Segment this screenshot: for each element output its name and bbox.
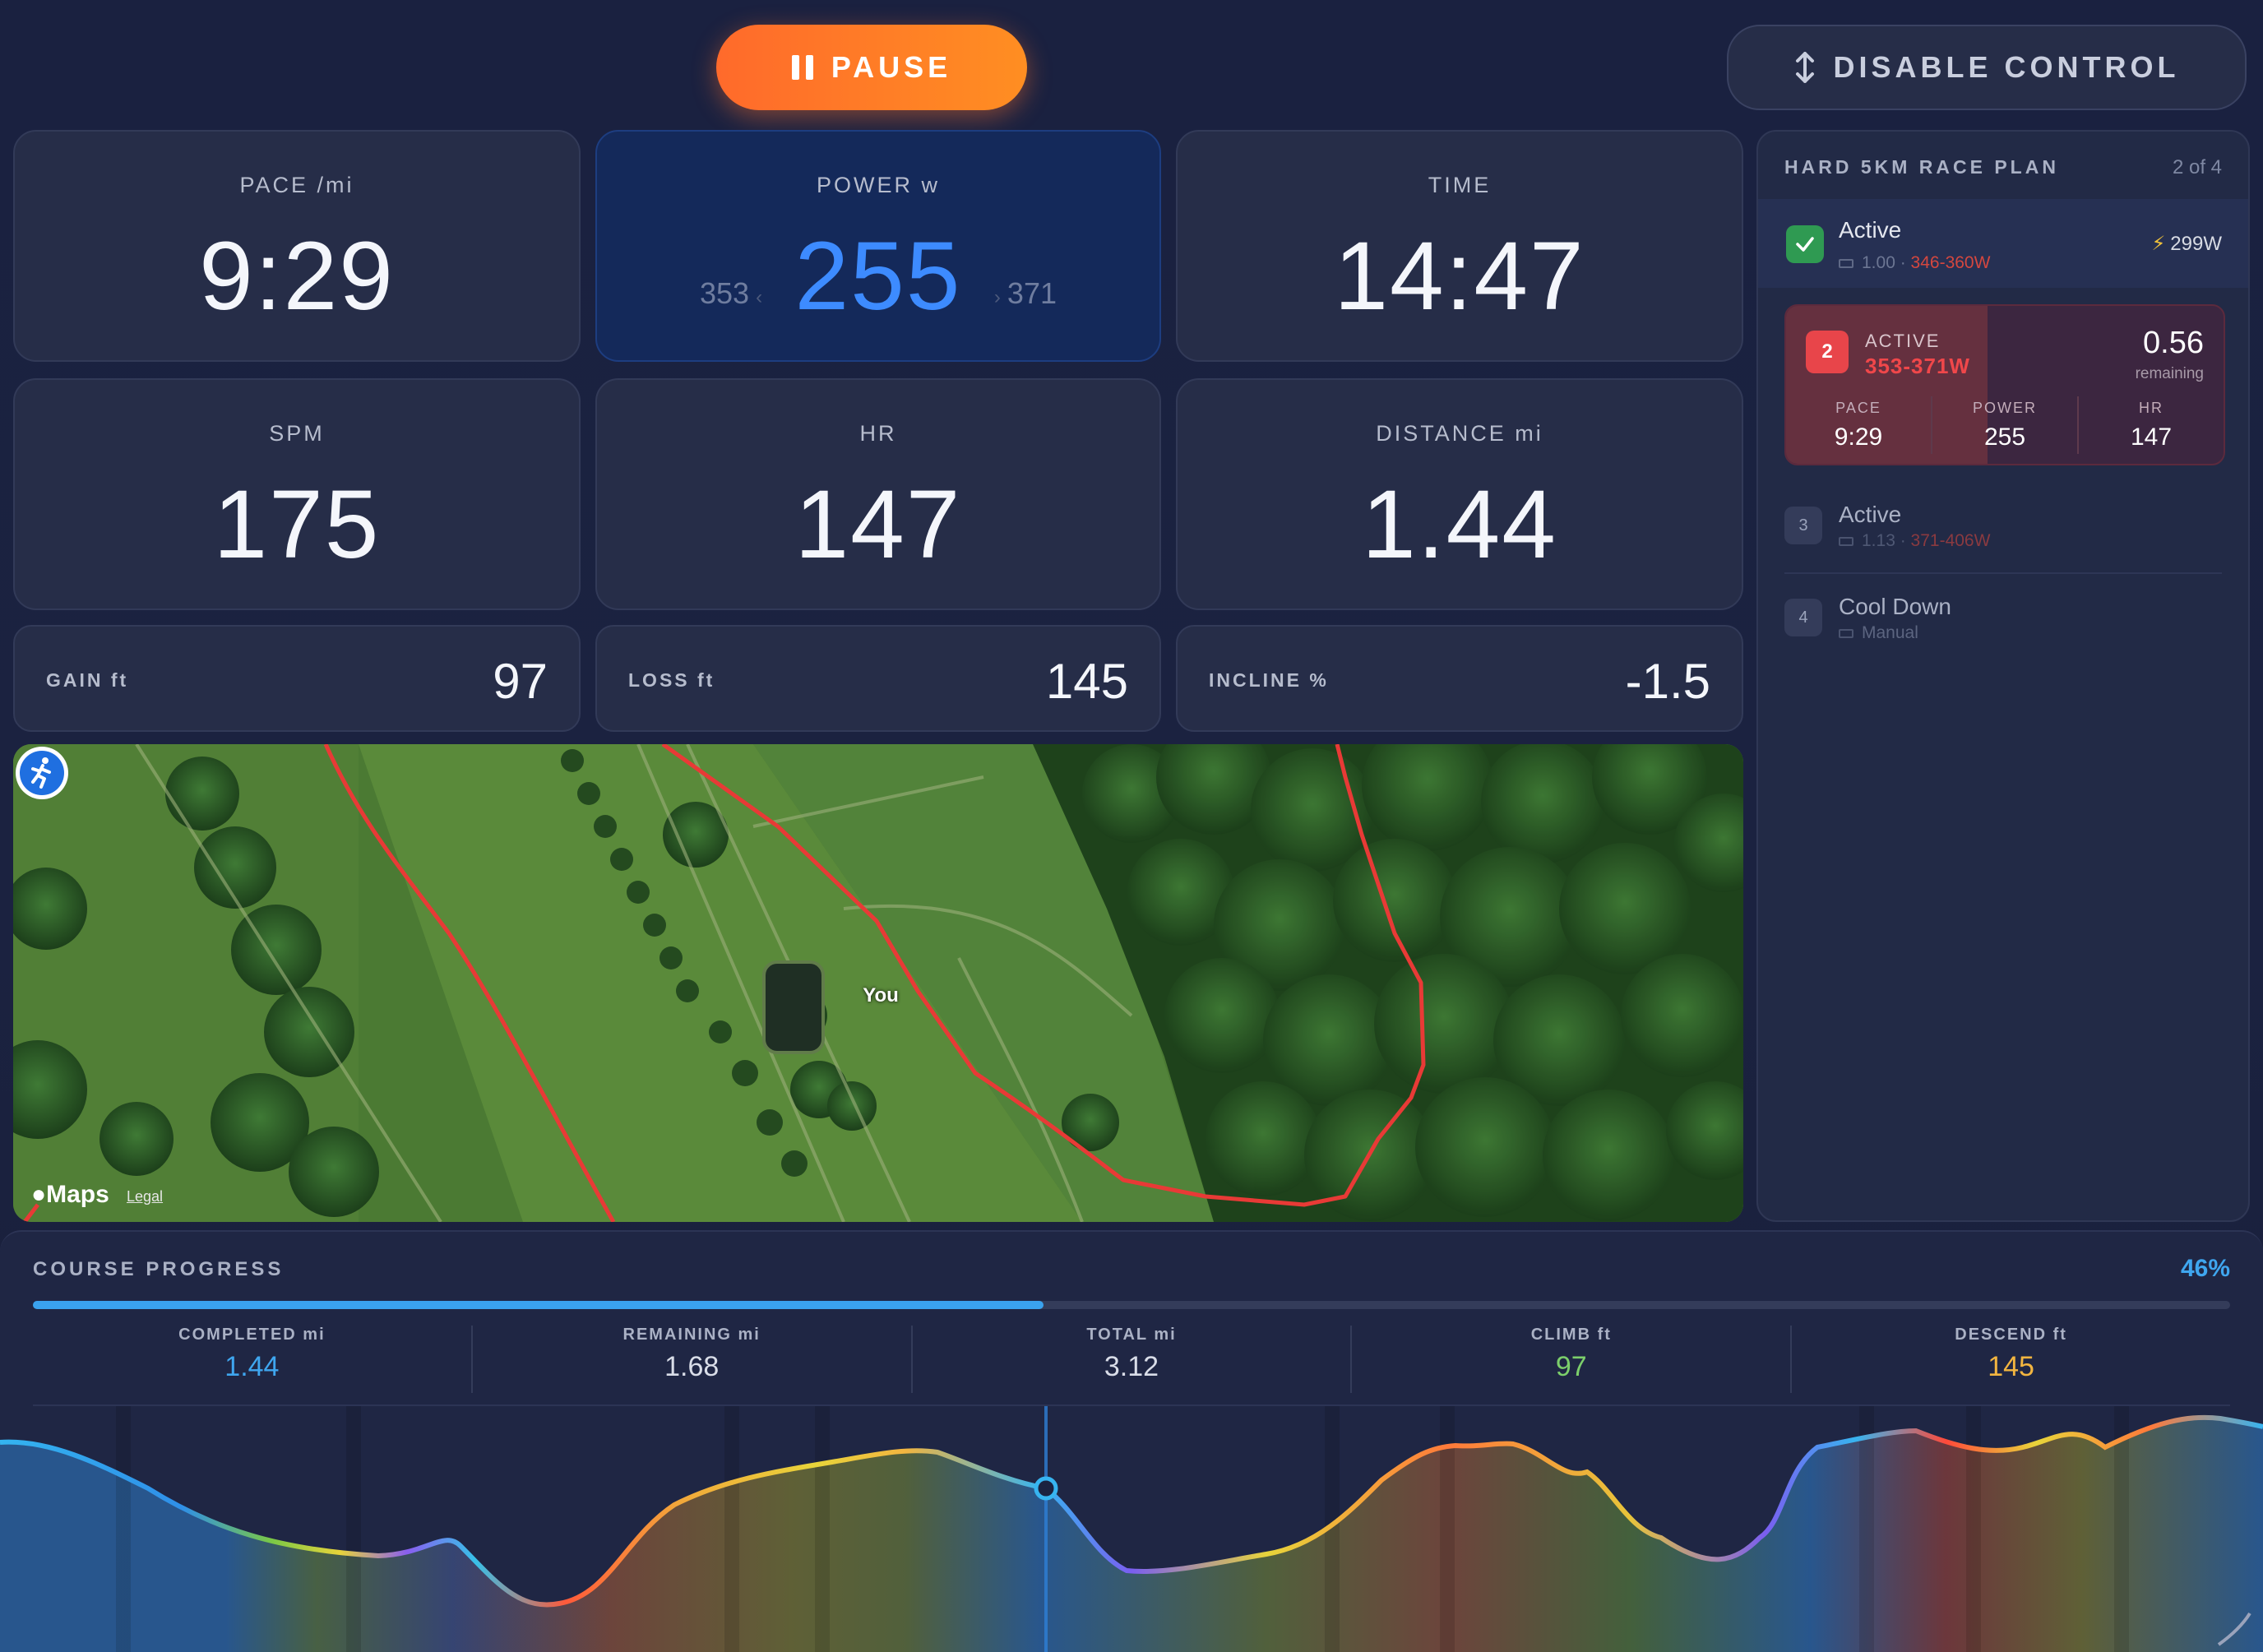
pause-icon (791, 55, 813, 80)
lightning-icon: ⚡ (2151, 233, 2166, 255)
step-4-name: Cool Down (1839, 594, 1951, 619)
power-value: 255 (794, 222, 962, 331)
check-icon (1786, 225, 1824, 263)
step-2-hr: HR 147 (2077, 396, 2224, 454)
step-2-remaining-value: 0.56 (2143, 326, 2204, 360)
course-stats: COMPLETED mi 1.44 REMAINING mi 1.68 TOTAL … (33, 1326, 2230, 1393)
course-progress-percent: 46% (2180, 1255, 2230, 1282)
current-position-marker (1034, 1476, 1058, 1501)
distance-card: DISTANCE mi 1.44 (1176, 378, 1743, 610)
distance-value: 1.44 (1362, 470, 1557, 579)
time-label: TIME (1428, 173, 1492, 197)
course-progress-panel: COURSE PROGRESS 46% COMPLETED mi 1.44 REM… (0, 1230, 2263, 1652)
incline-value: -1.5 (1625, 654, 1710, 709)
remaining-stat: REMAINING mi 1.68 (470, 1326, 911, 1393)
legal-link[interactable]: Legal (127, 1188, 164, 1205)
hr-card: HR 147 (595, 378, 1161, 610)
elevation-area (0, 1417, 2263, 1652)
resize-handle-icon (2217, 1612, 2251, 1646)
plan-step-2-active[interactable]: 2 ACTIVE 353-371W 0.56 remaining PACE 9:2… (1784, 304, 2225, 465)
elevation-line (0, 1414, 2263, 1608)
step-2-label: ACTIVE (1865, 331, 1941, 351)
power-card: POWER w 255 353 ‹ › 371 (595, 130, 1161, 362)
loss-card: LOSS ft 145 (595, 625, 1161, 732)
time-card: TIME 14:47 (1176, 130, 1743, 362)
maps-logo: ●Maps (31, 1181, 109, 1208)
course-progress-title: COURSE PROGRESS (33, 1258, 285, 1280)
total-stat: TOTAL mi 3.12 (910, 1326, 1351, 1393)
distance-label: DISTANCE mi (1376, 421, 1543, 446)
vertical-arrows-icon (1795, 52, 1814, 83)
manual-icon (1839, 628, 1853, 638)
distance-icon (1839, 258, 1853, 268)
loss-value: 145 (1045, 654, 1128, 709)
step-3-details: 1.13 · 371-406W (1839, 531, 1990, 551)
step-1-avg-power: ⚡ 299W (2151, 233, 2222, 255)
step-1-name: Active (1839, 217, 1902, 243)
pause-label: PAUSE (831, 50, 952, 84)
step-1-details: 1.00 · 346-360W (1839, 253, 1990, 273)
step-2-remaining-label: remaining (2135, 365, 2204, 382)
step-2-pace: PACE 9:29 (1834, 400, 1883, 451)
step-3-number: 3 (1784, 507, 1822, 544)
elevation-profile[interactable] (0, 1406, 2263, 1652)
disable-control-label: DISABLE CONTROL (1833, 50, 2180, 84)
distance-icon (1839, 536, 1853, 546)
step-2-range: 353-371W (1865, 354, 1970, 378)
course-progress-bar (33, 1301, 2230, 1309)
incline-label: INCLINE % (1209, 669, 1329, 691)
climb-stat: CLIMB ft 97 (1350, 1326, 1790, 1393)
descend-stat: DESCEND ft 145 (1790, 1326, 2230, 1393)
gain-card: GAIN ft 97 (13, 625, 581, 732)
step-2-stats: PACE 9:29 POWER 255 HR 147 (1786, 396, 2224, 454)
pace-value: 9:29 (199, 222, 395, 331)
gain-label: GAIN ft (46, 669, 129, 691)
step-2-power: POWER 255 (1931, 396, 2077, 454)
step-4-details: Manual (1839, 623, 1918, 643)
pace-label: PACE /mi (239, 173, 354, 197)
step-4-number: 4 (1784, 599, 1822, 636)
power-label: POWER w (816, 173, 940, 197)
incline-card: INCLINE % -1.5 (1176, 625, 1743, 732)
spm-card: SPM 175 (13, 378, 581, 610)
loss-label: LOSS ft (628, 669, 715, 691)
pace-card: PACE /mi 9:29 (13, 130, 581, 362)
plan-title: HARD 5KM RACE PLAN (1784, 156, 2059, 178)
spm-value: 175 (213, 470, 381, 579)
runner-location-icon[interactable] (13, 744, 71, 802)
plan-divider (1784, 572, 2222, 574)
plan-step-1[interactable]: Active 1.00 · 346-360W ⚡ 299W (1758, 199, 2248, 288)
disable-control-button[interactable]: DISABLE CONTROL (1727, 25, 2247, 110)
apple-logo-icon: ● (31, 1181, 47, 1208)
spm-label: SPM (269, 421, 325, 446)
step-3-name: Active (1839, 502, 1902, 527)
hr-label: HR (859, 421, 897, 446)
gain-value: 97 (493, 654, 548, 709)
completed-stat: COMPLETED mi 1.44 (178, 1326, 326, 1382)
hr-value: 147 (794, 470, 962, 579)
time-value: 14:47 (1334, 222, 1585, 331)
plan-step-count: 2 of 4 (2172, 156, 2222, 178)
race-plan-panel: HARD 5KM RACE PLAN 2 of 4 Active 1.00 · … (1756, 130, 2250, 1222)
you-label: You (863, 984, 899, 1006)
course-divider (33, 1404, 2230, 1406)
pause-button[interactable]: PAUSE (716, 25, 1027, 110)
route-map[interactable]: You ●Maps Legal (13, 744, 1743, 1222)
power-target-low: 353 ‹ (700, 276, 763, 310)
course-progress-fill (33, 1301, 1044, 1309)
satellite-imagery (13, 744, 1743, 1222)
power-target-high: › 371 (993, 276, 1057, 310)
step-2-number: 2 (1806, 331, 1849, 373)
